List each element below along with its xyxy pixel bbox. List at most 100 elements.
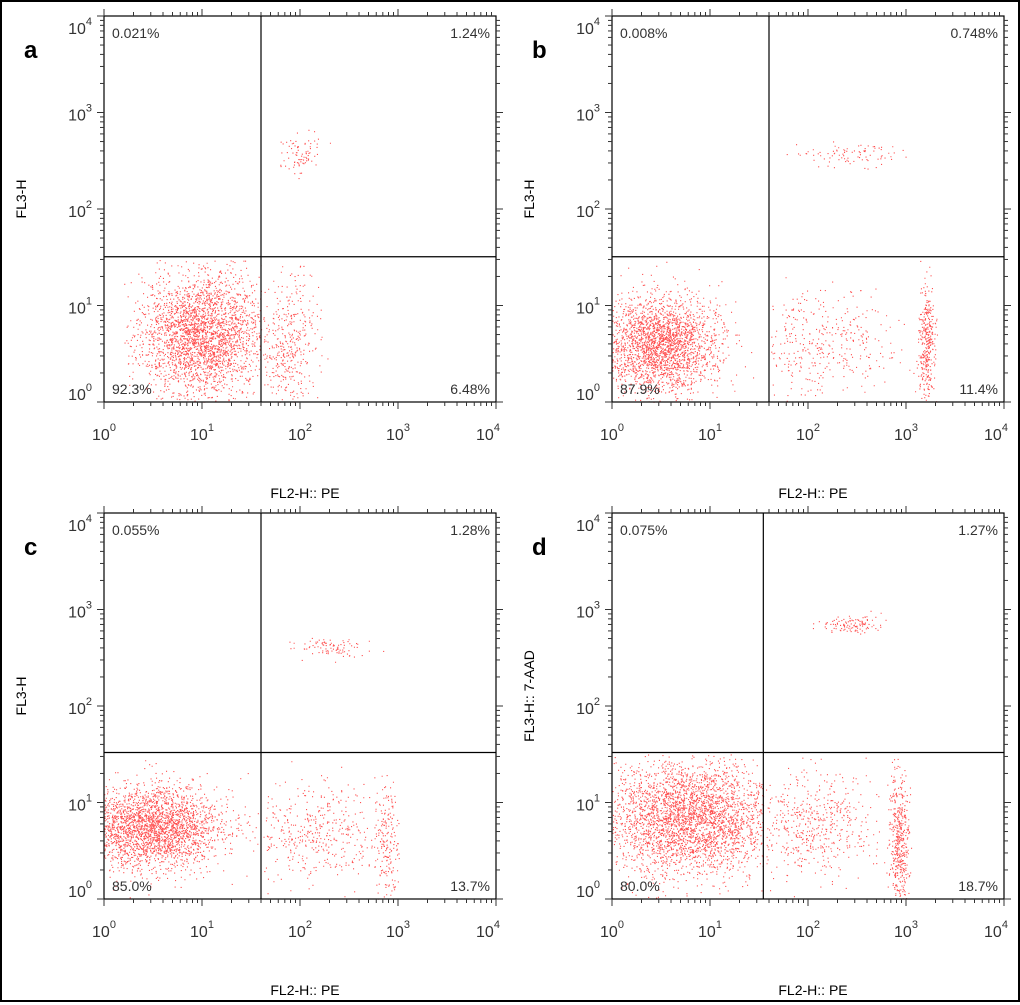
y-tick-label: 101	[68, 296, 92, 318]
y-axis-label: FL3-H:: 7-AAD	[521, 650, 537, 742]
population-pe-high	[886, 758, 913, 900]
plot-area	[104, 513, 496, 899]
x-tick-label: 102	[796, 919, 820, 941]
y-tick-label: 103	[576, 103, 600, 125]
quadrant-pct-lower-left: 92.3%	[112, 381, 152, 397]
x-tick-label: 103	[386, 919, 410, 941]
population-double-positive	[812, 610, 887, 635]
event-dots	[612, 754, 765, 899]
x-tick-label: 102	[288, 422, 312, 444]
y-tick-label: 102	[576, 199, 600, 221]
x-tick-label: 101	[698, 422, 722, 444]
y-tick-label: 104	[576, 16, 600, 38]
x-tick-label: 103	[894, 919, 918, 941]
quadrant-pct-lower-left: 85.0%	[112, 878, 152, 894]
quadrant-pct-lower-right: 6.48%	[450, 381, 490, 397]
panel-a: a 0.021% 1.24% 92.3% 6.48% 100 101 102 103 104 100…	[13, 9, 503, 501]
x-tick-label: 104	[476, 422, 500, 444]
quadrant-pct-upper-right: 1.28%	[450, 522, 490, 538]
x-tick-label: 100	[92, 422, 116, 444]
panel-label: d	[532, 534, 547, 561]
x-tick-label: 102	[796, 422, 820, 444]
event-dots	[289, 637, 385, 663]
panel-label: a	[24, 37, 38, 64]
x-tick-label: 101	[698, 919, 722, 941]
ticks	[97, 506, 503, 906]
events	[124, 129, 331, 403]
events	[104, 637, 400, 900]
y-tick-label: 102	[576, 696, 600, 718]
x-tick-label: 100	[600, 422, 624, 444]
event-dots	[915, 260, 938, 403]
panel-b: b 0.008% 0.748% 87.9% 11.4% 100 101 102 103 104 10…	[521, 9, 1011, 501]
y-tick-label: 101	[576, 793, 600, 815]
ticks	[605, 506, 1011, 906]
x-tick-label: 102	[288, 919, 312, 941]
population-pe-high	[368, 775, 400, 900]
x-tick-label: 103	[386, 422, 410, 444]
event-dots	[886, 758, 913, 900]
panel-label: c	[24, 534, 37, 561]
quadrant-pct-lower-right: 13.7%	[450, 878, 490, 894]
y-tick-label: 104	[68, 513, 92, 535]
y-tick-label: 100	[68, 382, 92, 404]
x-axis-label: FL2-H:: PE	[270, 485, 339, 501]
x-tick-label: 104	[984, 422, 1008, 444]
y-tick-label: 103	[576, 600, 600, 622]
quadrant-pct-lower-right: 11.4%	[959, 381, 998, 397]
population-negative	[104, 760, 259, 899]
population-negative	[612, 754, 765, 899]
event-dots	[812, 610, 887, 635]
event-dots	[368, 775, 400, 900]
y-axis-label: FL3-H	[521, 180, 537, 219]
events	[612, 610, 913, 900]
event-dots	[124, 260, 263, 403]
plot-area	[104, 16, 496, 402]
x-tick-label: 100	[600, 919, 624, 941]
quadrant-pct-upper-left: 0.075%	[620, 522, 667, 538]
panel-d: d 0.075% 1.27% 80.0% 18.7% 100 101 102 103 104 100…	[521, 506, 1011, 998]
population-pe-high	[915, 260, 938, 403]
x-axis-label: FL2-H:: PE	[270, 982, 339, 998]
quadrant-pct-upper-right: 0.748%	[951, 25, 998, 41]
y-tick-label: 103	[68, 600, 92, 622]
quadrant-pct-upper-left: 0.055%	[112, 522, 159, 538]
panel-label: b	[532, 37, 547, 64]
x-tick-label: 104	[476, 919, 500, 941]
plot-area	[612, 16, 1004, 402]
population-negative	[124, 260, 263, 403]
y-tick-label: 101	[68, 793, 92, 815]
y-tick-label: 100	[68, 879, 92, 901]
panel-c: c 0.055% 1.28% 85.0% 13.7% 100 101 102 103 104 100…	[13, 506, 503, 998]
ticks	[97, 9, 503, 409]
quadrant-pct-upper-right: 1.24%	[450, 25, 490, 41]
x-axis-label: FL2-H:: PE	[778, 982, 847, 998]
quadrant-pct-upper-right: 1.27%	[958, 522, 998, 538]
quadrant-pct-lower-right: 18.7%	[958, 878, 998, 894]
y-tick-label: 104	[576, 513, 600, 535]
quadrant-pct-lower-left: 80.0%	[620, 878, 660, 894]
x-tick-label: 101	[190, 919, 214, 941]
x-axis-label: FL2-H:: PE	[778, 485, 847, 501]
y-tick-label: 102	[68, 696, 92, 718]
quadrant-pct-lower-left: 87.9%	[620, 381, 660, 397]
y-tick-label: 104	[68, 16, 92, 38]
quadrant-pct-upper-left: 0.021%	[112, 25, 159, 41]
x-tick-label: 103	[894, 422, 918, 444]
y-axis-label: FL3-H	[13, 677, 29, 716]
events	[612, 141, 938, 403]
x-tick-label: 101	[190, 422, 214, 444]
y-axis-label: FL3-H	[13, 180, 29, 219]
event-dots	[104, 760, 259, 899]
y-tick-label: 102	[68, 199, 92, 221]
ticks	[605, 9, 1011, 409]
population-double-positive	[289, 637, 385, 663]
y-tick-label: 100	[576, 382, 600, 404]
y-tick-label: 101	[576, 296, 600, 318]
y-tick-label: 103	[68, 103, 92, 125]
x-tick-label: 104	[984, 919, 1008, 941]
y-tick-label: 100	[576, 879, 600, 901]
quadrant-pct-upper-left: 0.008%	[620, 25, 667, 41]
